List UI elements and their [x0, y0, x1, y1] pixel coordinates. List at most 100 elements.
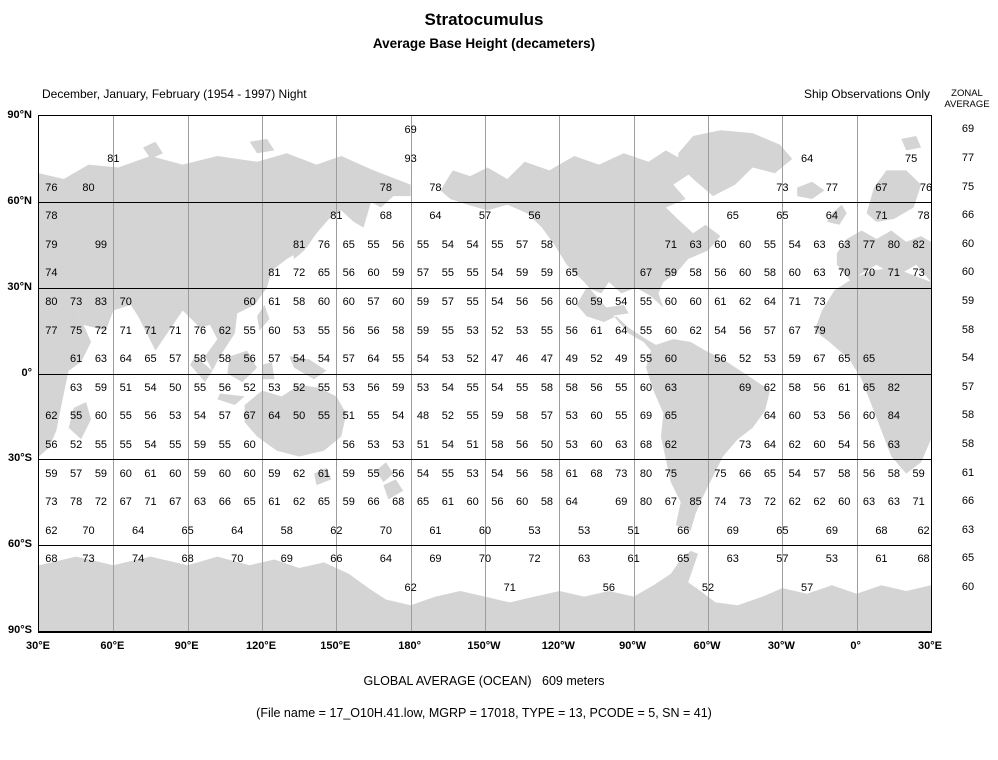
data-value: 73	[912, 267, 925, 280]
data-value: 78	[70, 496, 83, 509]
lat-tick-label: 90°N	[7, 109, 32, 121]
data-value: 62	[664, 439, 677, 452]
data-value: 59	[342, 496, 355, 509]
zonal-average-value: 66	[961, 209, 975, 222]
data-value: 58	[392, 324, 405, 337]
data-value: 56	[714, 267, 727, 280]
data-value: 61	[144, 467, 157, 480]
grid-line-horizontal	[39, 545, 931, 547]
data-value: 60	[838, 496, 851, 509]
data-value: 54	[615, 295, 628, 308]
data-value: 78	[917, 210, 930, 223]
data-value: 54	[441, 439, 454, 452]
data-value: 58	[540, 467, 554, 480]
data-value: 66	[739, 467, 752, 480]
data-value: 50	[169, 381, 182, 394]
zonal-average-value: 58	[961, 323, 975, 336]
data-value: 57	[70, 467, 83, 480]
data-value: 80	[887, 238, 900, 251]
data-value: 62	[813, 496, 826, 509]
data-value: 58	[689, 267, 702, 280]
data-value: 53	[565, 410, 578, 423]
data-value: 53	[825, 553, 838, 566]
data-value: 62	[293, 496, 306, 509]
data-value: 55	[441, 467, 454, 480]
data-value: 58	[887, 467, 900, 480]
data-value: 61	[875, 553, 888, 566]
lat-tick-label: 0°	[21, 366, 32, 379]
data-value: 61	[627, 553, 640, 566]
data-value: 59	[416, 295, 430, 308]
data-value: 55	[763, 238, 777, 251]
data-value: 53	[268, 381, 281, 394]
data-value: 62	[218, 324, 231, 337]
zonal-averages-column: 69 77 75 66 60 60 59 58 54 57 58 58 61 66 63 65 60	[940, 115, 996, 630]
data-value: 77	[825, 181, 838, 194]
data-value: 55	[441, 267, 454, 280]
data-value: 65	[776, 524, 789, 537]
lon-tick-label: 150°W	[467, 640, 501, 652]
data-value: 67	[639, 267, 653, 280]
data-value: 58	[763, 267, 777, 280]
data-value: 60	[392, 295, 405, 308]
data-value: 58	[838, 467, 851, 480]
data-value: 73	[813, 295, 826, 308]
lon-tick-label: 180°	[398, 640, 422, 652]
data-value: 67	[813, 353, 826, 366]
data-value: 54	[193, 410, 207, 423]
data-value: 55	[639, 295, 653, 308]
data-value: 74	[714, 496, 727, 509]
data-value: 59	[590, 295, 603, 308]
zonal-average-value: 75	[961, 180, 975, 193]
landmass-new-zealand-south	[383, 479, 404, 500]
data-value: 56	[516, 295, 529, 308]
data-value: 63	[689, 238, 702, 251]
data-value: 54	[392, 410, 405, 423]
lon-tick-label: 30°E	[918, 640, 942, 652]
data-value: 82	[887, 381, 900, 394]
data-value: 60	[788, 410, 801, 423]
data-value: 80	[45, 295, 58, 308]
lon-tick-label: 0°	[850, 640, 861, 652]
data-value: 71	[169, 324, 182, 337]
data-value: 65	[763, 467, 777, 480]
data-value: 55	[615, 381, 628, 394]
data-value: 69	[726, 524, 739, 537]
data-value: 47	[540, 353, 554, 366]
data-value: 53	[169, 410, 182, 423]
data-value: 55	[317, 410, 331, 423]
data-value: 59	[491, 410, 504, 423]
data-value: 64	[565, 496, 578, 509]
grid-line-horizontal	[39, 201, 931, 203]
data-value: 56	[342, 267, 355, 280]
data-value: 58	[193, 353, 207, 366]
data-value: 54	[144, 439, 157, 452]
data-value: 61	[838, 381, 851, 394]
data-value: 60	[664, 324, 677, 337]
data-value: 71	[887, 267, 900, 280]
data-value: 69	[404, 124, 417, 137]
data-value: 60	[639, 381, 653, 394]
landmass-iceland	[797, 181, 825, 199]
data-value: 64	[800, 152, 814, 165]
data-value: 70	[862, 267, 876, 280]
data-value: 58	[218, 353, 231, 366]
data-value: 59	[912, 467, 925, 480]
data-value: 65	[726, 210, 739, 223]
data-value: 62	[739, 295, 752, 308]
landmass-svalbard	[901, 136, 922, 151]
data-value: 57	[218, 410, 231, 423]
data-value: 58	[540, 238, 554, 251]
data-value: 59	[193, 439, 207, 452]
data-value: 73	[45, 496, 58, 509]
data-value: 49	[615, 353, 628, 366]
data-value: 59	[342, 467, 355, 480]
data-value: 58	[293, 295, 306, 308]
data-value: 76	[919, 181, 933, 194]
data-value: 56	[144, 410, 157, 423]
data-value: 72	[94, 496, 108, 509]
data-value: 76	[317, 238, 331, 251]
data-value: 70	[379, 524, 392, 537]
period-label: December, January, February (1954 - 1997…	[42, 87, 307, 101]
landmass-uk	[826, 204, 847, 225]
